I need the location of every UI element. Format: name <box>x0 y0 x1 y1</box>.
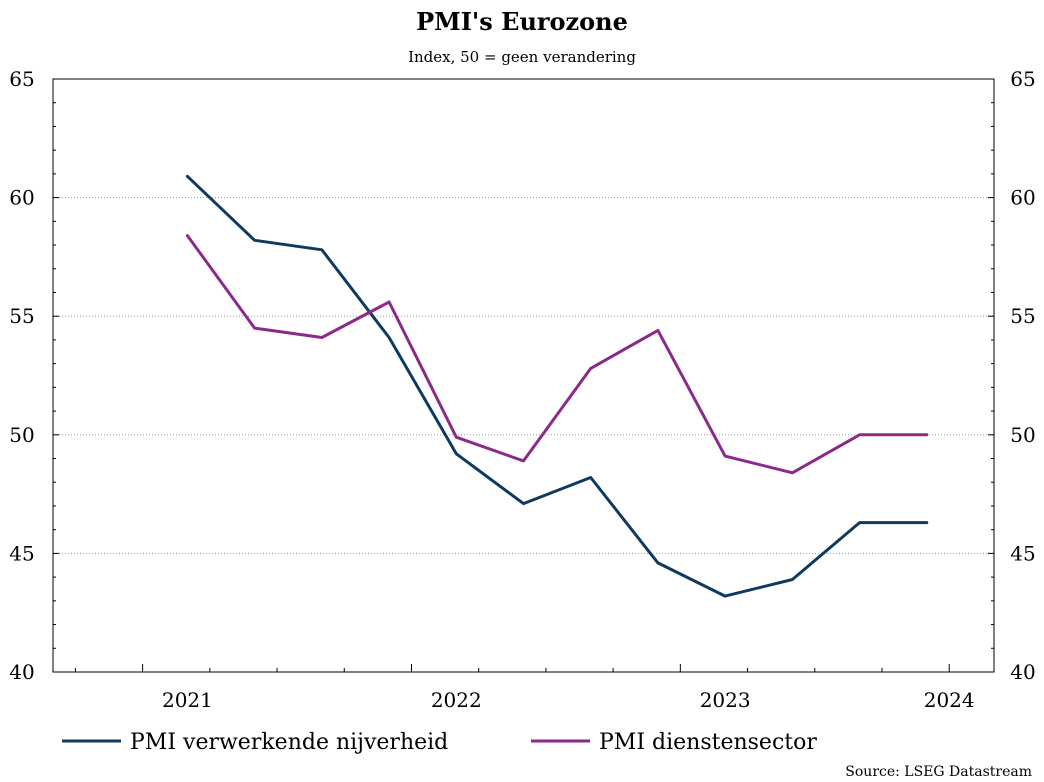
x-tick-label: 2022 <box>431 688 482 712</box>
y-tick-label-left: 65 <box>9 67 34 91</box>
y-axis-ticks: 40 40 45 45 50 50 55 55 60 60 65 65 <box>9 67 1035 684</box>
y-tick-label-left: 60 <box>9 186 34 210</box>
y-tick-label-right: 50 <box>1010 423 1035 447</box>
y-tick-label-right: 40 <box>1010 660 1035 684</box>
series-line-verwerkende-nijverheid <box>185 174 929 598</box>
y-tick-label-right: 45 <box>1010 541 1035 565</box>
y-tick-label-left: 50 <box>9 423 34 447</box>
y-tick-label-left: 40 <box>9 660 34 684</box>
y-tick-label-right: 55 <box>1010 304 1035 328</box>
grid-lines <box>53 197 994 554</box>
y-tick-label-left: 55 <box>9 304 34 328</box>
legend: PMI verwerkende nijverheid PMI dienstense… <box>62 730 817 755</box>
chart-title: PMI's Eurozone <box>416 7 628 36</box>
x-tick-label: 2024 <box>924 688 975 712</box>
chart-subtitle: Index, 50 = geen verandering <box>408 48 636 66</box>
legend-label: PMI dienstensector <box>599 730 817 755</box>
x-tick-label: 2021 <box>162 688 213 712</box>
plot-frame <box>52 78 995 673</box>
legend-label: PMI verwerkende nijverheid <box>130 730 448 755</box>
source-label: Source: LSEG Datastream <box>845 764 1032 780</box>
y-tick-label-left: 45 <box>9 541 34 565</box>
y-tick-label-right: 65 <box>1010 67 1035 91</box>
y-tick-label-right: 60 <box>1010 186 1035 210</box>
x-axis-ticks: 2021 2022 2023 2024 <box>74 664 975 712</box>
x-tick-label: 2023 <box>700 688 751 712</box>
series-lines <box>185 174 929 598</box>
series-line-dienstensector <box>185 234 929 475</box>
